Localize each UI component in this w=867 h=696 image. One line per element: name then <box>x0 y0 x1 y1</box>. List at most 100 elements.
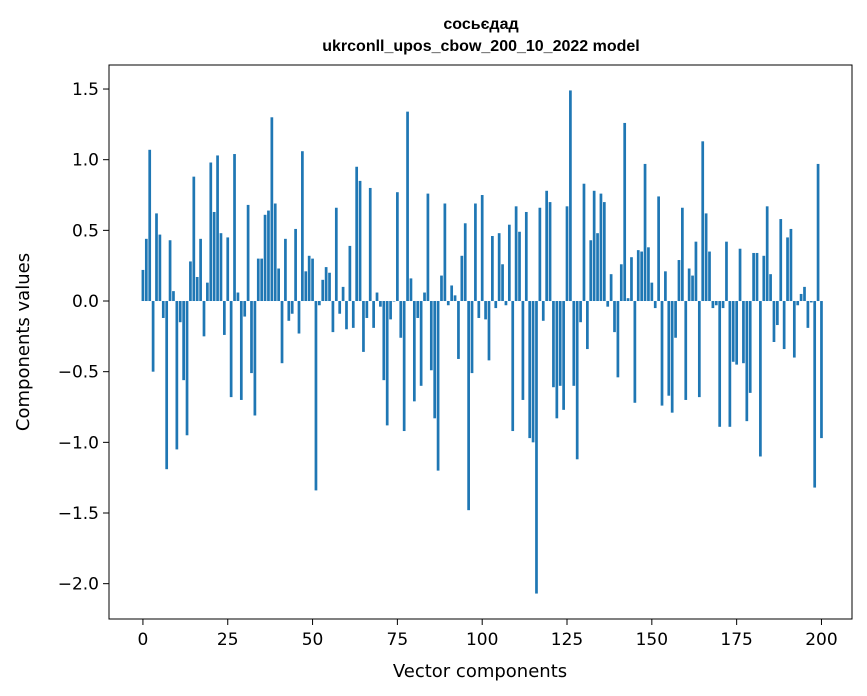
bar-86 <box>433 301 437 419</box>
bar-74 <box>392 301 396 302</box>
y-tick-label: −1.5 <box>58 504 99 524</box>
x-tick-label: 200 <box>805 630 837 650</box>
bar-151 <box>653 301 657 309</box>
bar-112 <box>521 301 525 400</box>
bar-50 <box>311 258 314 302</box>
bar-51 <box>314 301 318 491</box>
bar-153 <box>660 301 664 406</box>
bar-65 <box>362 301 365 352</box>
bar-121 <box>552 301 555 388</box>
bar-123 <box>558 301 562 386</box>
bar-96 <box>467 301 470 511</box>
bar-64 <box>358 180 362 302</box>
y-axis-label: Components values <box>13 253 34 431</box>
bar-42 <box>284 238 287 302</box>
bar-60 <box>345 301 348 330</box>
bar-90 <box>446 301 450 306</box>
bar-200 <box>820 301 823 439</box>
bar-5 <box>158 234 162 302</box>
x-tick-label: 50 <box>302 630 324 650</box>
bar-36 <box>263 214 267 302</box>
bar-94 <box>460 255 464 302</box>
bar-92 <box>453 295 457 302</box>
bar-162 <box>691 275 694 302</box>
bar-136 <box>602 202 606 302</box>
bar-141 <box>619 264 623 302</box>
bar-9 <box>172 291 175 302</box>
bar-104 <box>494 301 498 309</box>
bar-33 <box>253 301 257 416</box>
bar-28 <box>236 292 240 302</box>
bar-198 <box>813 301 817 488</box>
x-axis-label: Vector components <box>393 661 567 682</box>
bar-63 <box>355 166 359 302</box>
x-tick-label: 25 <box>217 630 239 650</box>
bar-20 <box>209 162 213 302</box>
bar-132 <box>589 240 593 302</box>
bar-34 <box>256 258 260 302</box>
bar-159 <box>681 207 684 302</box>
bar-175 <box>735 301 739 365</box>
bar-154 <box>664 271 667 302</box>
bar-73 <box>389 301 392 320</box>
bar-147 <box>640 251 644 302</box>
bar-189 <box>782 301 786 350</box>
bar-117 <box>538 207 542 302</box>
bar-61 <box>348 245 352 302</box>
bar-55 <box>328 272 331 302</box>
bar-148 <box>643 163 647 302</box>
bar-3 <box>151 301 155 372</box>
bar-98 <box>474 203 477 302</box>
plot-frame <box>108 64 853 620</box>
bar-174 <box>731 301 735 362</box>
chart-title-line2: ukrconll_upos_cbow_200_10_2022 model <box>322 38 639 55</box>
bar-0 <box>141 269 145 302</box>
bar-124 <box>562 301 565 410</box>
bar-70 <box>379 301 382 307</box>
bar-145 <box>633 301 637 403</box>
bar-171 <box>721 301 725 309</box>
bar-127 <box>572 301 576 386</box>
bar-47 <box>301 151 304 302</box>
bar-176 <box>738 248 742 302</box>
bar-89 <box>443 203 447 302</box>
bar-152 <box>657 196 660 302</box>
bar-22 <box>216 155 219 302</box>
bar-26 <box>229 301 233 398</box>
bar-185 <box>769 274 772 302</box>
chart-title-line1: сосьєдад <box>443 16 518 33</box>
bar-164 <box>697 301 701 398</box>
bar-27 <box>233 154 236 302</box>
bar-38 <box>270 117 274 302</box>
bar-150 <box>650 282 654 302</box>
x-tick-label: 175 <box>720 630 752 650</box>
bar-156 <box>670 301 674 413</box>
bar-102 <box>487 301 491 361</box>
bar-80 <box>412 301 416 402</box>
bar-139 <box>613 301 616 333</box>
bar-11 <box>178 301 182 323</box>
bar-52 <box>317 301 321 306</box>
bar-165 <box>701 141 705 302</box>
y-tick-label: 1.0 <box>72 151 99 171</box>
y-tick-label: −1.0 <box>58 433 99 453</box>
x-tick-label: 125 <box>551 630 583 650</box>
bar-194 <box>799 293 803 302</box>
bar-195 <box>803 286 806 302</box>
x-tick-label: 75 <box>387 630 409 650</box>
bar-169 <box>714 301 718 306</box>
bar-18 <box>202 301 206 337</box>
bar-193 <box>796 301 800 306</box>
bar-116 <box>535 301 538 594</box>
bar-115 <box>531 301 535 443</box>
bar-131 <box>586 301 589 350</box>
bar-68 <box>372 301 375 328</box>
bar-66 <box>365 301 369 318</box>
bar-197 <box>809 301 813 303</box>
bar-14 <box>189 261 192 302</box>
bar-16 <box>195 276 199 302</box>
bar-172 <box>725 241 728 302</box>
bar-37 <box>267 210 270 302</box>
y-tick-label: 1.5 <box>72 80 99 100</box>
